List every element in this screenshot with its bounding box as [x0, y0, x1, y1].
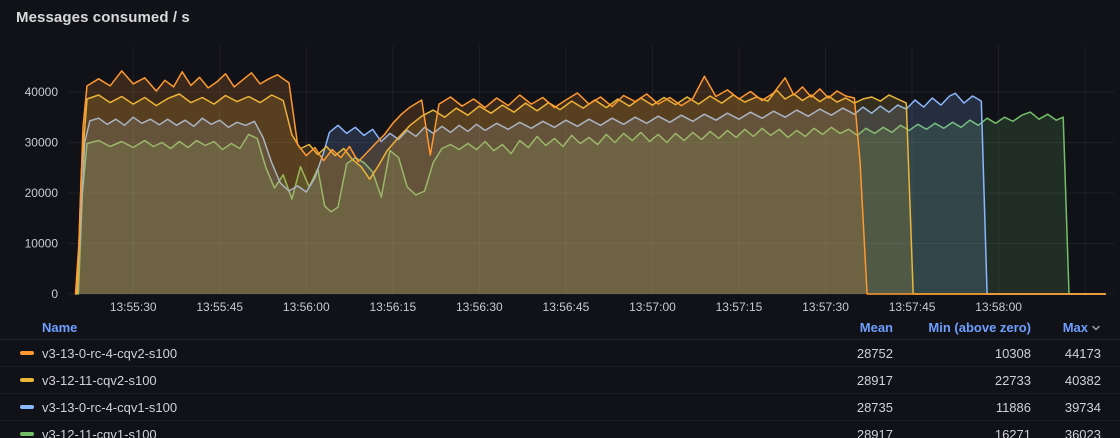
series-color-swatch	[20, 351, 34, 355]
y-axis-tick-label: 10000	[25, 236, 59, 250]
x-axis-tick-label: 13:55:30	[110, 300, 157, 314]
x-axis-tick-label: 13:56:30	[456, 300, 503, 314]
series-toggle[interactable]: v3-12-11-cqv2-s100	[20, 373, 783, 388]
y-axis-tick-label: 30000	[25, 135, 59, 149]
stat-min-above-zero: 10308	[994, 345, 1031, 361]
series-name: v3-12-11-cqv1-s100	[42, 426, 157, 438]
stat-max: 44173	[1064, 345, 1101, 361]
legend-header-max[interactable]: Max	[1031, 320, 1101, 335]
stat-mean: 28752	[856, 345, 893, 361]
x-axis-tick-label: 13:57:30	[802, 300, 849, 314]
legend-header-min[interactable]: Min (above zero)	[928, 320, 1031, 335]
stat-mean: 28917	[856, 426, 893, 438]
y-axis-tick-label: 0	[51, 287, 58, 301]
legend-header-name[interactable]: Name	[42, 320, 78, 335]
legend-header-max-label: Max	[1062, 320, 1088, 335]
legend-rows: v3-13-0-rc-4-cqv2-s100 28752 10308 44173…	[0, 340, 1120, 438]
x-axis-tick-label: 13:57:15	[716, 300, 763, 314]
stat-min-above-zero: 11886	[995, 399, 1031, 415]
series-toggle[interactable]: v3-12-11-cqv1-s100	[20, 427, 783, 438]
series-name: v3-13-0-rc-4-cqv2-s100	[42, 345, 178, 361]
stat-max: 39734	[1064, 399, 1101, 415]
legend-row: v3-12-11-cqv2-s100 28917 22733 40382	[0, 367, 1120, 394]
series-color-swatch	[20, 432, 34, 436]
legend-table: Name Mean Min (above zero) Max v3-13-0-r…	[0, 316, 1120, 438]
x-axis-tick-label: 13:56:15	[369, 300, 416, 314]
series-line	[77, 111, 1107, 295]
x-axis-tick-label: 13:57:45	[889, 300, 936, 314]
stat-max: 40382	[1064, 372, 1101, 388]
y-axis-tick-label: 40000	[25, 85, 59, 99]
x-axis-tick-label: 13:56:00	[283, 300, 330, 314]
legend-row: v3-13-0-rc-4-cqv2-s100 28752 10308 44173	[0, 340, 1120, 367]
series-toggle[interactable]: v3-13-0-rc-4-cqv2-s100	[20, 346, 783, 361]
chart-canvas[interactable]: 0 10000 20000 30000 40000 13:55:30 13:55:45 13:…	[0, 0, 1120, 316]
y-axis-tick-label: 20000	[25, 186, 59, 200]
series-area	[77, 90, 1106, 294]
stat-min-above-zero: 16271	[994, 426, 1031, 438]
legend-row: v3-12-11-cqv1-s100 28917 16271 36023	[0, 421, 1120, 438]
series-area	[78, 112, 1106, 294]
x-axis-tick-label: 13:58:00	[975, 300, 1022, 314]
x-axis-tick-label: 13:55:45	[196, 300, 243, 314]
series-color-swatch	[20, 405, 34, 409]
panel-title[interactable]: Messages consumed / s	[16, 9, 190, 26]
series-line	[76, 89, 1107, 295]
x-axis-tick-label: 13:56:45	[543, 300, 590, 314]
stat-max: 36023	[1064, 426, 1101, 438]
series-line	[74, 70, 1107, 295]
series-toggle[interactable]: v3-13-0-rc-4-cqv1-s100	[20, 400, 783, 415]
stat-mean: 28735	[856, 399, 893, 415]
legend-header-row: Name Mean Min (above zero) Max	[0, 316, 1120, 340]
series-color-swatch	[20, 378, 34, 382]
series-name: v3-12-11-cqv2-s100	[42, 372, 157, 388]
series-name: v3-13-0-rc-4-cqv1-s100	[42, 399, 178, 415]
series-line	[75, 92, 1107, 295]
x-axis-tick-label: 13:57:00	[629, 300, 676, 314]
sort-desc-icon	[1092, 325, 1100, 330]
series-area	[75, 70, 1106, 295]
legend-header-mean[interactable]: Mean	[859, 320, 893, 335]
series-area	[76, 93, 1106, 294]
stat-min-above-zero: 22733	[994, 372, 1031, 388]
time-series-chart[interactable]: 0 10000 20000 30000 40000 13:55:30 13:55:45 13:…	[0, 0, 1120, 316]
stat-mean: 28917	[856, 372, 893, 388]
legend-row: v3-13-0-rc-4-cqv1-s100 28735 11886 39734	[0, 394, 1120, 421]
